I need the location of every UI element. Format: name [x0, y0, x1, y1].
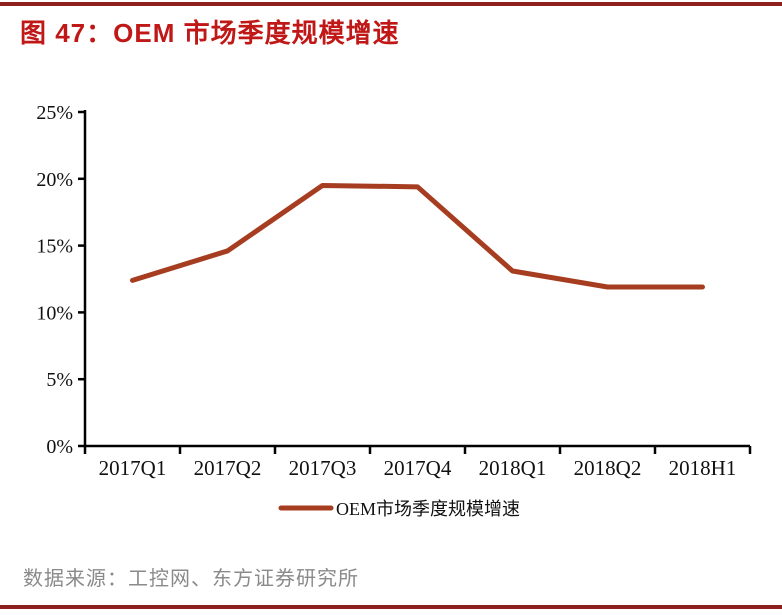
legend-label: OEM市场季度规模增速: [336, 499, 520, 519]
y-tick-label: 5%: [46, 369, 73, 391]
x-tick-label: 2017Q1: [99, 456, 167, 480]
line-chart: 0% 5% 10% 15% 20% 25% 2017Q1 2017Q2 2017Q3 2017Q4…: [36, 102, 752, 519]
y-tick-label: 15%: [36, 236, 73, 258]
top-rule: [0, 2, 782, 6]
data-source-note: 数据来源：工控网、东方证券研究所: [23, 568, 359, 590]
x-tick-label: 2018Q1: [479, 456, 547, 480]
bottom-rule: [0, 605, 782, 609]
x-tick-label: 2017Q2: [194, 456, 262, 480]
x-tick-label: 2017Q4: [384, 456, 452, 480]
y-tick-label: 10%: [36, 302, 73, 324]
x-tick-label: 2017Q3: [289, 456, 357, 480]
x-tick-label: 2018H1: [669, 456, 737, 480]
figure-title: 图 47：OEM 市场季度规模增速: [20, 18, 400, 48]
x-tick-label: 2018Q2: [574, 456, 642, 480]
y-tick-label: 25%: [36, 102, 73, 124]
chart-line-series: [130, 182, 705, 290]
y-tick-label: 0%: [46, 436, 73, 458]
y-tick-label: 20%: [36, 169, 73, 191]
